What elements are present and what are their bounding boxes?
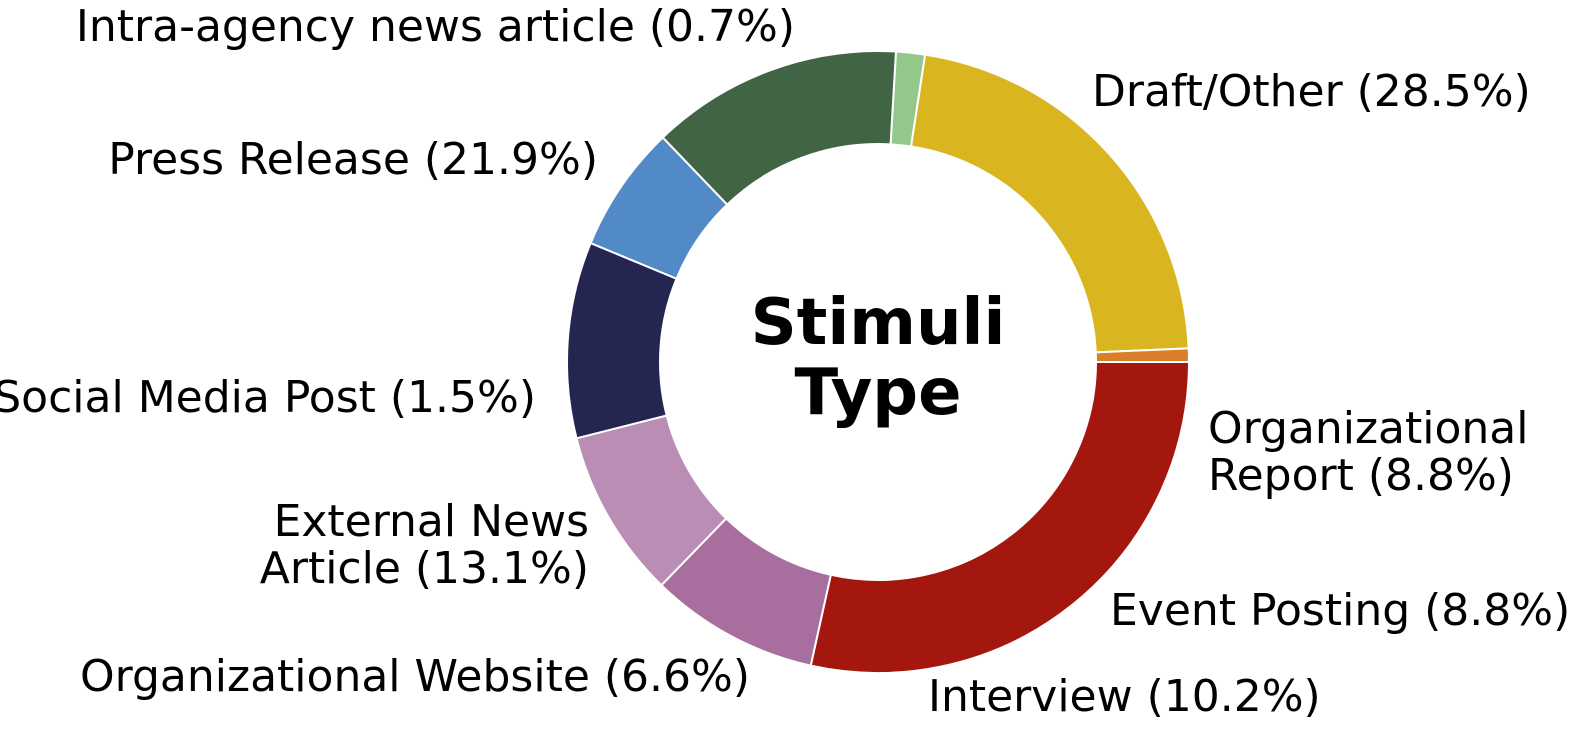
slice-labels: Draft/Other (28.5%) Organizational Report … xyxy=(0,1,1570,722)
slice-0 xyxy=(809,361,1191,674)
slice-label-1: Organizational Report (8.8%) xyxy=(1208,403,1528,501)
slice-label-5: External News Article (13.1%) xyxy=(260,496,589,594)
slice-label-2: Event Posting (8.8%) xyxy=(1110,585,1570,636)
slice-label-3: Interview (10.2%) xyxy=(928,671,1321,722)
slice-8 xyxy=(1094,347,1191,363)
slice-label-6: Social Media Post (1.5%) xyxy=(0,372,536,423)
donut-slices xyxy=(566,50,1191,674)
center-title-line-1: Stimuli xyxy=(751,286,1006,360)
slice-7 xyxy=(909,53,1190,354)
slice-label-0: Draft/Other (28.5%) xyxy=(1092,66,1531,117)
slice-label-8: Intra-agency news article (0.7%) xyxy=(76,1,795,52)
center-title-line-2: Type xyxy=(795,356,962,430)
slice-label-7: Press Release (21.9%) xyxy=(108,134,598,185)
slice-label-4: Organizational Website (6.6%) xyxy=(80,651,750,702)
